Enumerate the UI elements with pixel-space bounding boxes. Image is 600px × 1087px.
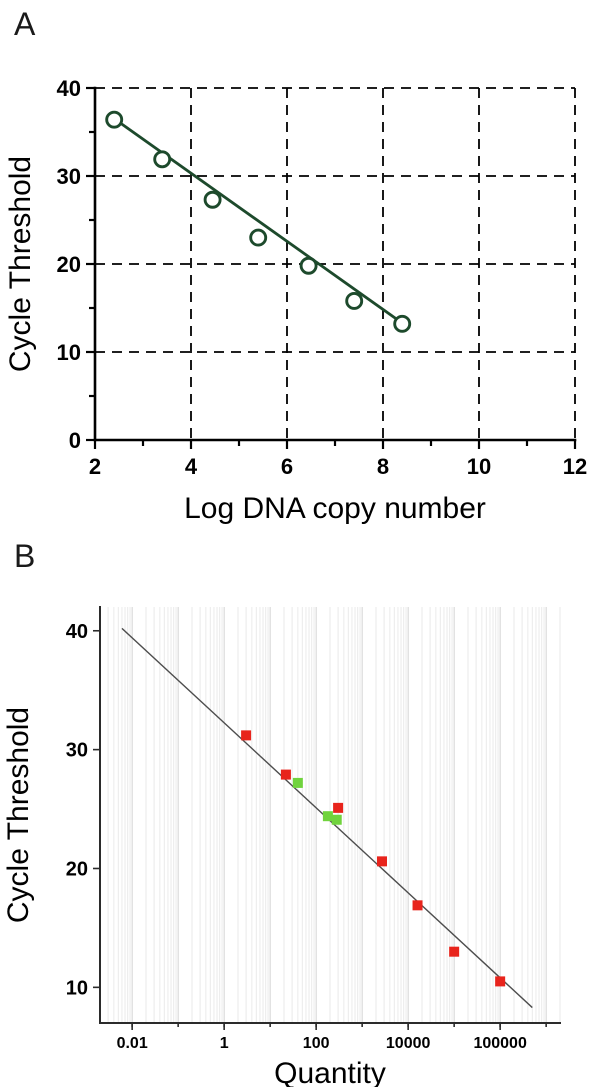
axes [99,606,561,1024]
svg-text:2: 2 [89,454,101,479]
panel-a-label: A [14,6,36,42]
y-axis-title: Cycle Threshold [2,707,35,923]
svg-text:100000: 100000 [473,1035,526,1052]
svg-text:20: 20 [57,252,81,277]
ticks [93,629,547,1030]
dashed-grid [95,87,576,440]
red-sample-points [241,730,506,987]
svg-text:20: 20 [66,858,88,880]
svg-text:100: 100 [303,1035,330,1052]
tick-labels: 0.01 1 100 10000 100000 10 20 30 40 [66,621,527,1052]
svg-text:12: 12 [563,454,587,479]
svg-text:40: 40 [57,76,81,101]
svg-text:1: 1 [220,1035,229,1052]
panel-a-standard-curve-chart: 2 4 6 8 10 12 0 10 20 30 40 Log DNA copy number Cycl… [4,76,588,525]
svg-text:10: 10 [66,977,88,999]
svg-text:8: 8 [377,454,389,479]
ticks [86,86,577,449]
svg-text:10000: 10000 [386,1035,431,1052]
svg-text:0: 0 [69,428,81,453]
svg-text:30: 30 [66,740,88,762]
svg-text:10: 10 [57,340,81,365]
svg-text:10: 10 [467,454,491,479]
svg-text:4: 4 [185,454,198,479]
green-sample-points [292,777,342,825]
svg-text:6: 6 [281,454,293,479]
panel-b-quantity-chart: 0.01 1 100 10000 100000 10 20 30 40 Quantity Cycle… [2,606,561,1087]
tick-labels: 2 4 6 8 10 12 0 10 20 30 40 [57,76,588,479]
svg-text:40: 40 [66,621,88,643]
svg-text:30: 30 [57,164,81,189]
x-axis-title: Log DNA copy number [184,492,486,525]
svg-text:0.01: 0.01 [117,1035,148,1052]
panel-b-label: B [14,538,36,574]
log-minor-grid [99,607,561,1023]
standard-curve-points [105,110,412,333]
x-axis-title: Quantity [274,1057,386,1087]
regression-line [108,114,408,328]
y-axis-title: Cycle Threshold [4,156,37,372]
